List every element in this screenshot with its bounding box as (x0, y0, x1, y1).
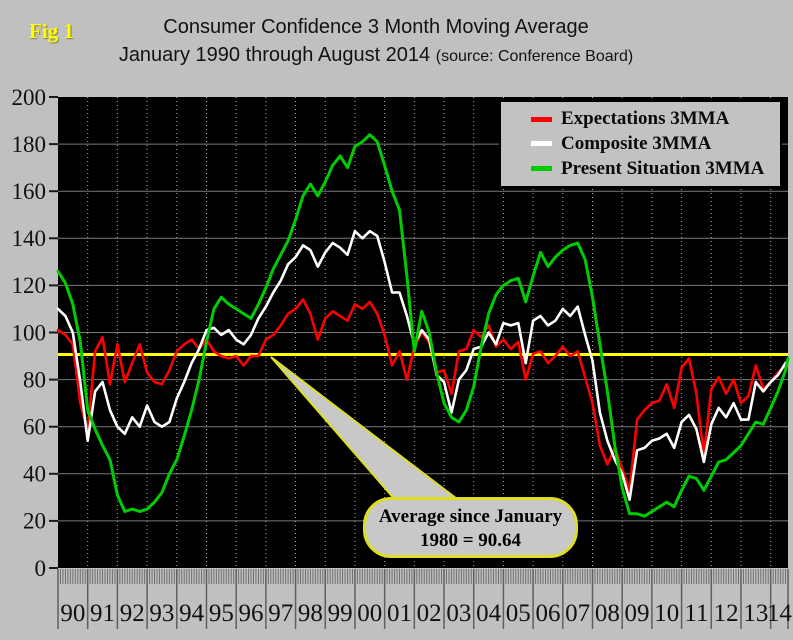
source-note: (source: Conference Board) (435, 48, 634, 65)
y-tick-label: 40 (23, 462, 46, 487)
x-tick-label: 14 (767, 600, 793, 627)
composite-line (56, 229, 790, 502)
x-tick-label: 95 (209, 600, 234, 627)
y-tick-label: 160 (12, 179, 47, 204)
present-situation-line-swatch (531, 166, 552, 172)
y-tick-label: 20 (23, 509, 46, 534)
x-tick-label: 12 (714, 600, 739, 627)
x-tick-label: 11 (684, 600, 708, 627)
y-tick-label: 60 (23, 415, 46, 440)
present-situation-line (56, 133, 790, 518)
subtitle-text: January 1990 through August 2014 (118, 44, 431, 66)
figure-label: Fig 1 (29, 19, 74, 43)
annotation-line-2: 1980 = 90.64 (419, 530, 522, 551)
y-tick-label: 120 (12, 273, 47, 298)
x-tick-label: 09 (625, 600, 650, 627)
x-tick-label: 08 (595, 600, 620, 627)
x-tick-label: 13 (743, 600, 768, 627)
legend-item-composite: Composite 3MMA (531, 133, 780, 155)
x-tick-label: 04 (476, 600, 502, 627)
x-tick-label: 90 (60, 600, 85, 627)
y-tick-label: 200 (12, 85, 47, 110)
legend-label-composite: Composite 3MMA (561, 132, 712, 154)
y-tick-label: 0 (35, 556, 47, 581)
chart-title: Consumer Confidence 3 Month Moving Avera… (163, 16, 589, 38)
legend-label-expectations: Expectations 3MMA (561, 108, 730, 130)
x-tick-label: 96 (239, 600, 264, 627)
x-tick-label: 07 (565, 600, 590, 627)
legend-label-present: Present Situation 3MMA (561, 157, 765, 179)
x-tick-label: 00 (357, 600, 382, 627)
y-tick-label: 140 (12, 226, 47, 251)
x-tick-label: 93 (149, 600, 174, 627)
x-tick-label: 92 (120, 600, 145, 627)
x-tick-label: 05 (506, 600, 531, 627)
expectations-line-swatch (531, 116, 552, 122)
x-tick-label: 98 (298, 600, 323, 627)
x-tick-label: 91 (90, 600, 115, 627)
x-tick-label: 94 (179, 600, 205, 627)
x-tick-label: 06 (535, 600, 560, 627)
chart-subtitle: January 1990 through August 2014 (source… (0, 44, 752, 67)
x-tick-label: 97 (268, 600, 293, 627)
y-tick-label: 100 (12, 320, 47, 345)
legend-item-present: Present Situation 3MMA (531, 158, 780, 180)
x-tick-label: 99 (328, 600, 353, 627)
expectations-line (56, 298, 790, 492)
y-tick-label: 80 (23, 367, 46, 392)
composite-line-swatch (531, 141, 552, 147)
legend: Expectations 3MMA Composite 3MMA Present… (499, 100, 782, 188)
y-tick-label: 180 (12, 132, 47, 157)
annotation-line-1: Average since January (378, 506, 563, 527)
x-tick-label: 03 (446, 600, 471, 627)
legend-item-expectations: Expectations 3MMA (531, 108, 780, 130)
x-tick-label: 01 (387, 600, 412, 627)
x-tick-label: 10 (654, 600, 679, 627)
x-tick-label: 02 (417, 600, 442, 627)
annotation-callout: Average since January 1980 = 90.64 (363, 497, 578, 558)
